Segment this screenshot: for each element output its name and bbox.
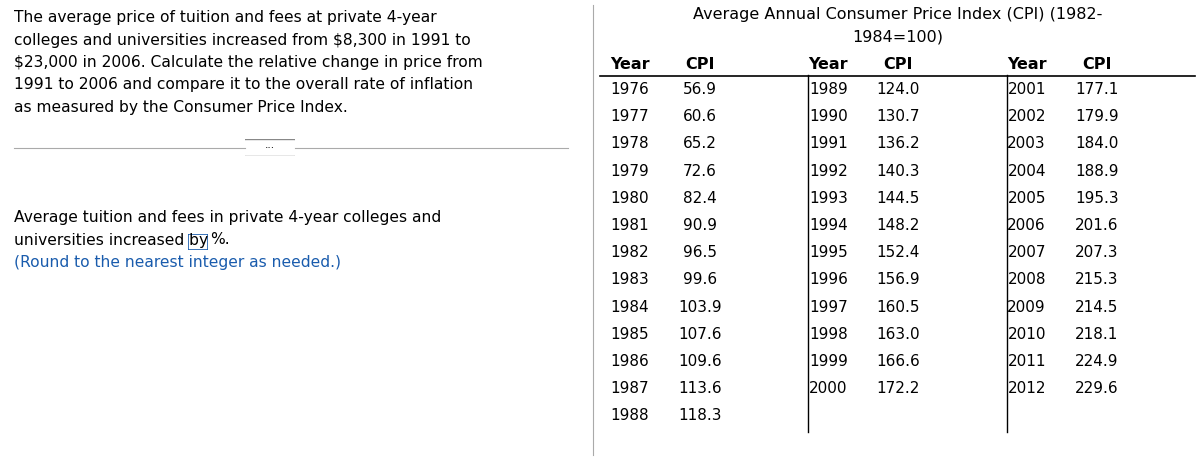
Text: 152.4: 152.4: [877, 245, 920, 260]
Text: 124.0: 124.0: [877, 82, 920, 97]
Text: universities increased by: universities increased by: [14, 232, 214, 248]
Text: 148.2: 148.2: [877, 218, 920, 233]
Text: 1976: 1976: [611, 82, 649, 97]
Text: 224.9: 224.9: [1075, 354, 1118, 369]
Text: 201.6: 201.6: [1075, 218, 1118, 233]
Text: (Round to the nearest integer as needed.): (Round to the nearest integer as needed.…: [14, 255, 341, 270]
Text: 2009: 2009: [1007, 300, 1046, 314]
Text: Year: Year: [610, 57, 650, 72]
Text: 1991 to 2006 and compare it to the overall rate of inflation: 1991 to 2006 and compare it to the overa…: [14, 77, 473, 93]
Text: 1984=100): 1984=100): [852, 29, 943, 44]
Text: 109.6: 109.6: [678, 354, 722, 369]
Text: 2001: 2001: [1008, 82, 1046, 97]
Text: 96.5: 96.5: [683, 245, 718, 260]
Text: 90.9: 90.9: [683, 218, 718, 233]
Text: 1998: 1998: [809, 327, 847, 342]
Text: Average tuition and fees in private 4-year colleges and: Average tuition and fees in private 4-ye…: [14, 210, 442, 225]
Text: 1994: 1994: [809, 218, 847, 233]
Text: The average price of tuition and fees at private 4-year: The average price of tuition and fees at…: [14, 10, 437, 25]
Text: 72.6: 72.6: [683, 164, 716, 178]
Text: 118.3: 118.3: [678, 408, 721, 423]
Text: 56.9: 56.9: [683, 82, 718, 97]
Text: 99.6: 99.6: [683, 272, 718, 287]
Text: colleges and universities increased from $8,300 in 1991 to: colleges and universities increased from…: [14, 32, 470, 47]
Text: 2008: 2008: [1008, 272, 1046, 287]
Text: 1993: 1993: [809, 191, 847, 206]
Text: 1983: 1983: [611, 272, 649, 287]
Text: 218.1: 218.1: [1075, 327, 1118, 342]
Text: as measured by the Consumer Price Index.: as measured by the Consumer Price Index.: [14, 100, 348, 115]
Text: 156.9: 156.9: [876, 272, 920, 287]
Text: ···: ···: [265, 142, 275, 153]
Text: 136.2: 136.2: [876, 136, 920, 151]
Text: %.: %.: [210, 232, 229, 248]
Text: 1997: 1997: [809, 300, 847, 314]
Text: 2006: 2006: [1007, 218, 1046, 233]
Text: 1981: 1981: [611, 218, 649, 233]
Text: 207.3: 207.3: [1075, 245, 1118, 260]
Text: 144.5: 144.5: [877, 191, 920, 206]
Text: 1988: 1988: [611, 408, 649, 423]
Text: 1987: 1987: [611, 381, 649, 396]
Text: 65.2: 65.2: [683, 136, 716, 151]
Text: 172.2: 172.2: [877, 381, 920, 396]
Text: 130.7: 130.7: [876, 109, 920, 124]
Text: CPI: CPI: [685, 57, 715, 72]
Text: Average Annual Consumer Price Index (CPI) (1982-: Average Annual Consumer Price Index (CPI…: [692, 7, 1102, 22]
Text: 1982: 1982: [611, 245, 649, 260]
Text: 1985: 1985: [611, 327, 649, 342]
Text: 60.6: 60.6: [683, 109, 718, 124]
Text: 229.6: 229.6: [1075, 381, 1118, 396]
Text: 2004: 2004: [1008, 164, 1046, 178]
Text: 2012: 2012: [1008, 381, 1046, 396]
Text: 1984: 1984: [611, 300, 649, 314]
Text: 163.0: 163.0: [876, 327, 920, 342]
Text: 1995: 1995: [809, 245, 847, 260]
Text: $23,000 in 2006. Calculate the relative change in price from: $23,000 in 2006. Calculate the relative …: [14, 55, 482, 70]
Text: 1977: 1977: [611, 109, 649, 124]
Text: CPI: CPI: [883, 57, 913, 72]
FancyBboxPatch shape: [244, 140, 296, 156]
Text: 1986: 1986: [611, 354, 649, 369]
Text: 2003: 2003: [1007, 136, 1046, 151]
Text: 2010: 2010: [1008, 327, 1046, 342]
Text: CPI: CPI: [1082, 57, 1111, 72]
Text: 1979: 1979: [611, 164, 649, 178]
Text: 1991: 1991: [809, 136, 847, 151]
Text: Year: Year: [809, 57, 848, 72]
FancyBboxPatch shape: [188, 235, 208, 250]
Text: 195.3: 195.3: [1075, 191, 1118, 206]
Text: 140.3: 140.3: [876, 164, 920, 178]
Text: 82.4: 82.4: [683, 191, 716, 206]
Text: 2007: 2007: [1008, 245, 1046, 260]
Text: 1996: 1996: [809, 272, 847, 287]
Text: 107.6: 107.6: [678, 327, 721, 342]
Text: 179.9: 179.9: [1075, 109, 1118, 124]
Text: 2011: 2011: [1008, 354, 1046, 369]
Text: 1990: 1990: [809, 109, 847, 124]
Text: 1978: 1978: [611, 136, 649, 151]
Text: 184.0: 184.0: [1075, 136, 1118, 151]
Text: 215.3: 215.3: [1075, 272, 1118, 287]
Text: 214.5: 214.5: [1075, 300, 1118, 314]
Text: Year: Year: [1007, 57, 1046, 72]
Text: 1989: 1989: [809, 82, 847, 97]
Text: 2000: 2000: [809, 381, 847, 396]
Text: 113.6: 113.6: [678, 381, 722, 396]
Text: 1999: 1999: [809, 354, 847, 369]
Text: 1980: 1980: [611, 191, 649, 206]
Text: 177.1: 177.1: [1075, 82, 1118, 97]
Text: 2002: 2002: [1008, 109, 1046, 124]
Text: 166.6: 166.6: [876, 354, 920, 369]
Text: 188.9: 188.9: [1075, 164, 1118, 178]
Text: 160.5: 160.5: [876, 300, 920, 314]
Text: 103.9: 103.9: [678, 300, 722, 314]
Text: 1992: 1992: [809, 164, 847, 178]
Text: 2005: 2005: [1008, 191, 1046, 206]
